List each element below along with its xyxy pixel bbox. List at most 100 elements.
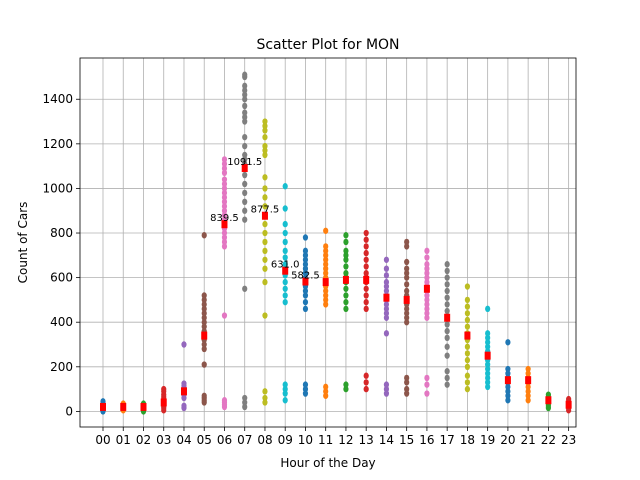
- x-tick-label: 14: [379, 433, 394, 447]
- median-label: 631.0: [271, 260, 300, 271]
- data-point: [343, 256, 349, 263]
- data-point: [221, 156, 228, 163]
- median-marker: [383, 293, 390, 302]
- data-point: [282, 247, 288, 255]
- data-point: [282, 261, 288, 268]
- x-tick-label: 06: [217, 433, 232, 447]
- data-point: [242, 216, 248, 223]
- data-point: [242, 133, 248, 141]
- data-point: [323, 227, 329, 234]
- x-tick-label: 01: [116, 433, 131, 447]
- data-point: [424, 301, 430, 308]
- data-point: [424, 390, 430, 397]
- data-point: [262, 142, 268, 150]
- data-point: [262, 265, 268, 272]
- data-point: [505, 397, 511, 404]
- data-point: [221, 207, 228, 214]
- data-point: [444, 343, 450, 350]
- data-point: [485, 305, 491, 313]
- data-point: [242, 96, 248, 103]
- data-point: [262, 147, 268, 154]
- data-point: [242, 151, 248, 159]
- data-point: [404, 385, 410, 393]
- data-point: [383, 310, 390, 317]
- plot-area: [80, 58, 576, 427]
- data-point: [221, 165, 228, 172]
- data-point: [302, 305, 309, 313]
- data-point: [525, 370, 531, 377]
- data-point: [242, 394, 248, 402]
- data-point: [282, 285, 288, 292]
- data-point: [485, 374, 491, 382]
- data-point: [201, 314, 207, 321]
- data-point: [242, 102, 248, 110]
- data-point: [181, 380, 187, 387]
- x-tick-label: 11: [318, 433, 333, 447]
- median-marker: [525, 376, 532, 385]
- data-point: [242, 403, 248, 411]
- data-point: [404, 310, 410, 317]
- median-marker: [484, 351, 491, 360]
- data-point: [221, 180, 228, 188]
- data-point: [282, 220, 288, 228]
- data-point: [221, 312, 228, 319]
- data-point: [363, 285, 369, 292]
- data-point: [505, 392, 511, 399]
- data-point: [505, 383, 511, 391]
- axes-frame: [79, 57, 577, 428]
- median-marker: [140, 402, 147, 411]
- y-tick-label: 1400: [42, 92, 73, 106]
- data-point: [262, 238, 268, 246]
- median-markers: [100, 164, 572, 411]
- data-point: [485, 334, 491, 342]
- median-label: 839.5: [210, 213, 239, 224]
- data-point: [343, 232, 349, 239]
- data-point: [505, 365, 511, 373]
- data-point: [221, 198, 228, 206]
- data-point: [485, 330, 491, 337]
- data-point: [242, 87, 248, 94]
- data-point: [242, 71, 248, 78]
- data-point: [404, 374, 410, 382]
- data-point: [525, 388, 531, 395]
- data-point: [323, 252, 329, 259]
- x-tick-label: 16: [419, 433, 434, 447]
- data-point: [444, 301, 450, 308]
- data-point: [201, 341, 207, 348]
- y-tick-label: 1000: [42, 181, 73, 195]
- y-axis-ticks: 0 200 400 600 800 1000 1200 1400: [42, 92, 80, 418]
- x-tick-label: 09: [278, 433, 293, 447]
- x-tick-label: 10: [298, 433, 313, 447]
- data-point: [262, 312, 268, 319]
- data-point: [383, 381, 390, 388]
- data-point: [302, 256, 309, 263]
- data-point: [302, 265, 309, 272]
- x-tick-label: 03: [156, 433, 171, 447]
- data-point: [262, 247, 268, 255]
- data-point: [444, 267, 450, 275]
- data-point: [363, 385, 369, 393]
- x-tick-label: 22: [541, 433, 556, 447]
- data-point: [242, 118, 248, 125]
- data-point: [404, 238, 410, 246]
- data-point: [444, 281, 450, 288]
- data-point: [383, 385, 390, 393]
- data-point: [464, 316, 471, 324]
- x-tick-label: 15: [399, 433, 414, 447]
- median-marker: [100, 402, 106, 411]
- x-tick-label: 17: [440, 433, 455, 447]
- data-point: [343, 298, 349, 306]
- data-point: [282, 292, 288, 299]
- data-point: [464, 379, 471, 386]
- data-point: [242, 142, 248, 150]
- data-point: [302, 390, 309, 397]
- data-point: [262, 256, 268, 263]
- data-point: [404, 274, 410, 281]
- data-point: [343, 305, 349, 313]
- data-point: [464, 323, 471, 330]
- data-point: [485, 383, 491, 391]
- data-point: [485, 365, 491, 373]
- data-point: [201, 392, 207, 399]
- data-point: [323, 392, 329, 399]
- data-point: [343, 247, 349, 255]
